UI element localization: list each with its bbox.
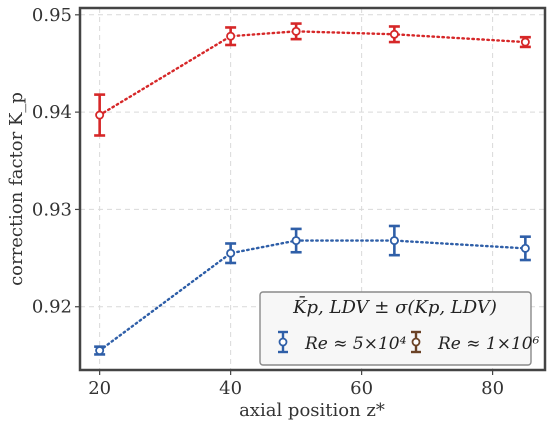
series-layer — [94, 22, 531, 356]
data-point — [226, 31, 236, 41]
legend-box — [259, 291, 532, 366]
legend-label-2: Re ≈ 1×10⁶ — [437, 334, 540, 354]
data-point — [389, 236, 399, 246]
data-point — [291, 26, 301, 36]
y-tick-label: 0.95 — [32, 5, 72, 26]
x-tick-label: 80 — [481, 378, 504, 399]
data-point — [389, 29, 399, 39]
legend-entries — [278, 330, 421, 354]
x-tick-label: 40 — [219, 378, 242, 399]
data-point — [95, 346, 105, 356]
data-point — [95, 110, 105, 120]
data-point — [520, 243, 530, 253]
data-point — [226, 248, 236, 258]
x-axis-label: axial position z* — [239, 400, 385, 421]
legend-title: K̄p, LDV ± σ(Kp, LDV) — [292, 295, 497, 318]
x-tick-label: 60 — [350, 378, 373, 399]
data-point — [291, 236, 301, 246]
legend: K̄p, LDV ± σ(Kp, LDV) Re ≈ 5×10⁴ Re ≈ 1×… — [259, 291, 540, 366]
y-tick-label: 0.92 — [32, 297, 72, 318]
legend-marker-2 — [411, 337, 421, 347]
series-line-2 — [98, 30, 527, 117]
y-tick-label: 0.94 — [32, 102, 72, 123]
plot-frame — [78, 6, 547, 372]
legend-label-1: Re ≈ 5×10⁴ — [304, 334, 407, 354]
data-point — [520, 37, 530, 47]
legend-marker-1 — [278, 337, 288, 347]
y-axis-label: correction factor K_p — [6, 92, 27, 286]
x-tick-label: 20 — [88, 378, 111, 399]
tick-layer: 20 40 60 80 0.92 0.93 0.94 0.95 — [32, 5, 504, 399]
y-tick-label: 0.93 — [32, 199, 72, 220]
